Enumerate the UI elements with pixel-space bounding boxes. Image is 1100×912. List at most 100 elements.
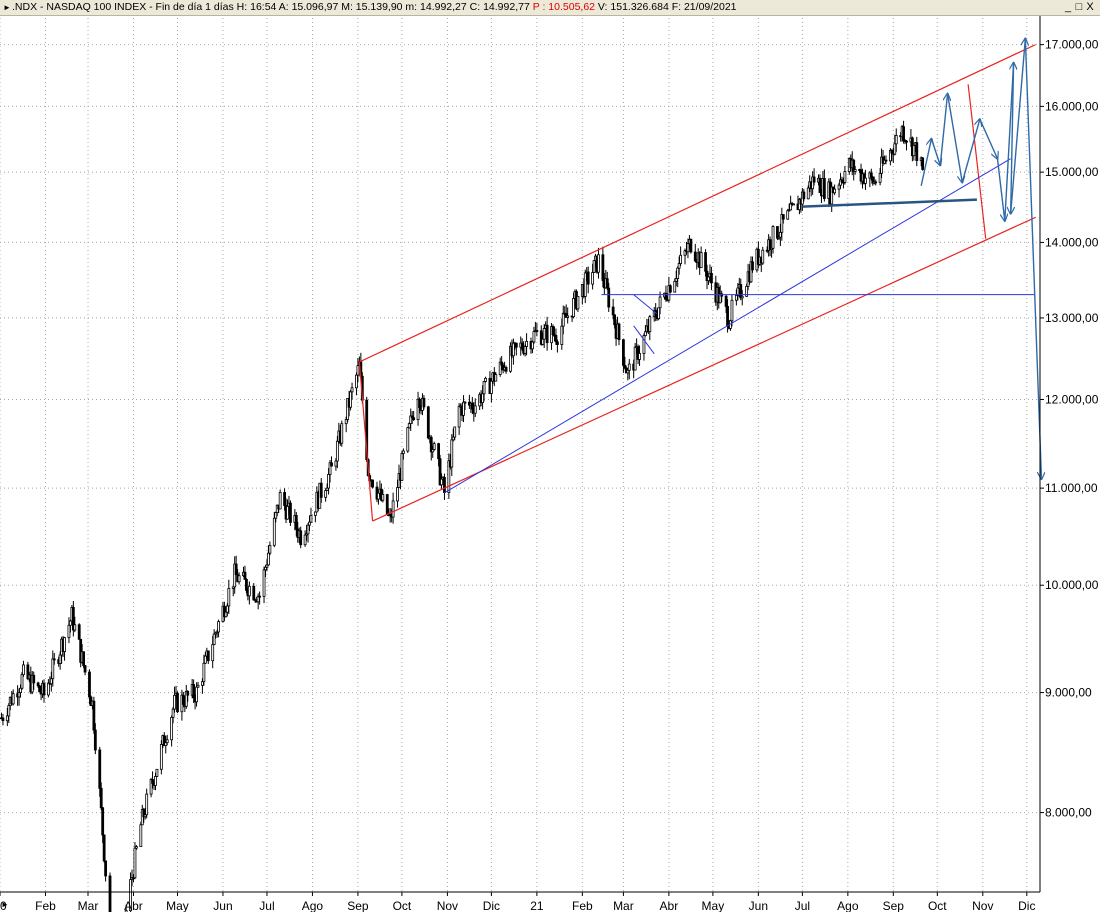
candle-body (356, 365, 360, 376)
candle-body (418, 398, 421, 409)
candle-body (412, 417, 416, 420)
candle-body (447, 460, 451, 493)
candle-body (104, 860, 108, 877)
candle-body (145, 793, 149, 816)
candle-body (613, 314, 617, 326)
candle-body (42, 682, 46, 696)
candle-body (306, 524, 310, 535)
candle-body (327, 474, 330, 489)
candle-body (164, 742, 168, 747)
candle-body (601, 254, 605, 281)
candle-body (633, 346, 637, 371)
candle-body (494, 374, 498, 382)
candle-body (843, 171, 847, 183)
candle-body (623, 364, 627, 369)
candle-body (335, 440, 339, 462)
candle-body (787, 209, 791, 212)
y-tick-label: 8.000,00 (1045, 806, 1092, 820)
candle-body (531, 341, 534, 350)
channel-upper-line (359, 44, 1036, 363)
close-button[interactable]: X (1086, 1, 1095, 13)
candle-body (915, 142, 919, 161)
candle-body (511, 342, 515, 357)
candle-body (330, 462, 333, 467)
y-axis: 8.000,00 9.000,00 10.000,00 11.000,00 12.000… (1039, 16, 1099, 892)
candle-body (677, 263, 681, 269)
candle-body (51, 658, 55, 680)
candle-body (234, 563, 238, 576)
candle-body (572, 298, 575, 318)
candle-body (36, 682, 40, 687)
candle-body (344, 419, 348, 425)
candle-body (203, 655, 207, 664)
candle-body (482, 380, 486, 395)
candle-body (707, 276, 710, 282)
candle-body (837, 184, 841, 190)
candle-body (462, 401, 465, 416)
candle-body (514, 342, 518, 348)
y-tick-label: 10.000,00 (1045, 578, 1099, 592)
candle-body (20, 674, 24, 689)
candle-body (19, 687, 22, 693)
candle-body (171, 708, 175, 718)
x-tick-label: Sep (347, 899, 369, 912)
x-tick-label: Ago (302, 899, 324, 912)
candle-body (864, 177, 867, 184)
candle-body (853, 169, 857, 172)
stat-v: 151.326.684 (610, 1, 669, 13)
projection-arrow (1011, 62, 1014, 214)
candle-body (642, 335, 646, 354)
candle-body (381, 494, 385, 501)
x-tick-label: Jul (259, 899, 274, 912)
candle-body (99, 787, 103, 809)
candle-body (135, 846, 138, 849)
candle-body (556, 341, 559, 345)
candle-body (102, 834, 106, 862)
candle-body (686, 243, 690, 253)
candle-body (192, 684, 196, 699)
candle-body (525, 341, 529, 347)
candle-body (874, 181, 878, 184)
symbol-name: .NDX - NASDAQ 100 INDEX (12, 1, 147, 13)
candle-body (554, 334, 558, 343)
candle-body (541, 338, 545, 345)
candle-body (576, 295, 580, 310)
candle-body (648, 316, 652, 332)
candle-body (233, 563, 237, 588)
candle-body (638, 353, 641, 360)
restore-button[interactable]: □ (1075, 1, 1084, 13)
candle-body (740, 295, 744, 299)
candle-body (894, 135, 898, 145)
price-chart[interactable]: 8.000,00 9.000,00 10.000,00 11.000,00 12.000… (0, 16, 1100, 912)
candle-body (391, 500, 395, 518)
candle-body (350, 387, 354, 393)
candle-body (400, 453, 404, 481)
y-tick-label: 12.000,00 (1045, 392, 1099, 406)
candle-body (303, 534, 307, 546)
candle-body (890, 150, 894, 154)
projection-arrow (939, 94, 947, 166)
candle-body (523, 346, 527, 354)
projection-arrow (1024, 38, 1041, 479)
candle-body (730, 299, 734, 322)
candle-body (470, 403, 474, 410)
candle-body (407, 423, 411, 429)
window-controls: _ □ X (1063, 0, 1096, 15)
candle-body (786, 210, 790, 220)
candle-body (349, 391, 352, 408)
candle-body (139, 824, 143, 848)
candle-body (481, 393, 484, 404)
stat-c: 14.992,77 (483, 1, 530, 13)
candle-body (473, 405, 477, 414)
candle-body (212, 633, 216, 646)
candle-body (401, 450, 405, 454)
projection-arrow (979, 118, 998, 158)
minimize-button[interactable]: _ (1064, 1, 1073, 13)
stat-m-lower: 14.992,27 (420, 1, 467, 13)
candle-body (92, 700, 96, 731)
projection-arrow (1004, 63, 1014, 221)
candle-body (627, 363, 631, 371)
x-tick-label: 21 (530, 899, 544, 912)
candle-body (440, 478, 443, 486)
candle-body (11, 693, 15, 705)
